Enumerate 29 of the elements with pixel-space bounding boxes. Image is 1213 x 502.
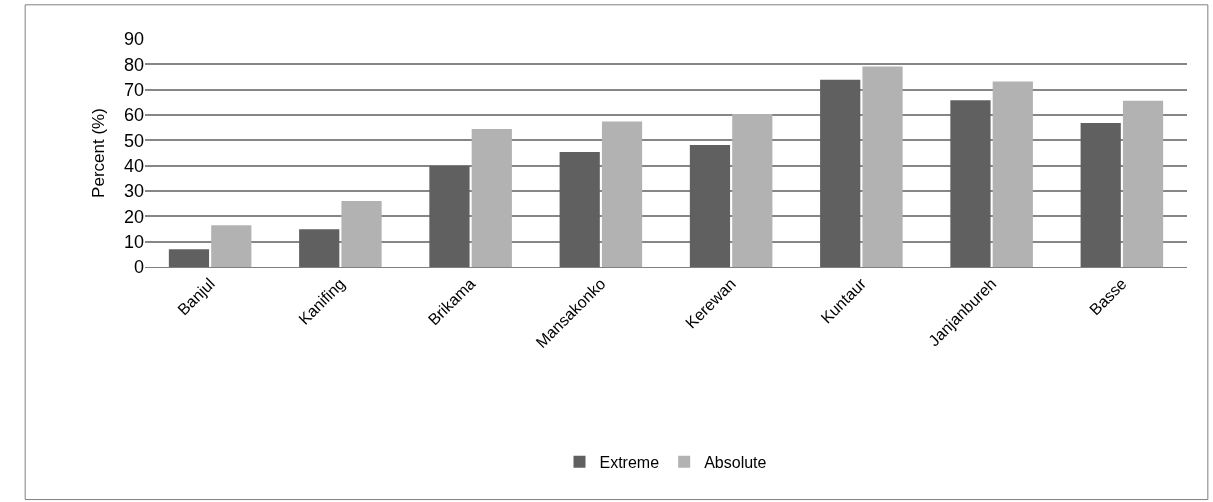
- y-tick-label: 90: [123, 29, 144, 50]
- bar: [732, 113, 773, 267]
- legend-label: Absolute: [704, 453, 767, 471]
- bar: [862, 66, 903, 267]
- y-tick-label: 70: [123, 79, 144, 100]
- legend-label: Extreme: [599, 453, 660, 471]
- y-tick-label: 0: [133, 257, 144, 278]
- bar: [1080, 123, 1121, 267]
- bar: [168, 249, 210, 267]
- y-tick-label: 50: [123, 130, 144, 151]
- bar: [992, 81, 1033, 267]
- y-tick-label: 40: [123, 155, 144, 176]
- bar: [559, 151, 600, 267]
- bar: [820, 79, 861, 267]
- bar: [211, 225, 252, 267]
- bar: [601, 121, 643, 267]
- y-tick-label: 80: [123, 54, 144, 75]
- bar: [689, 144, 731, 267]
- y-tick-label: 60: [123, 105, 144, 126]
- y-tick-label: 30: [123, 181, 144, 202]
- y-axis-title: Percent (%): [88, 108, 108, 198]
- bar: [341, 200, 382, 267]
- bar: [1122, 100, 1164, 267]
- bar: [950, 100, 991, 267]
- bar: [429, 165, 470, 267]
- y-tick-label: 10: [123, 231, 144, 252]
- bar: [471, 128, 512, 267]
- y-tick-label: 20: [123, 206, 144, 227]
- bar: [299, 229, 340, 267]
